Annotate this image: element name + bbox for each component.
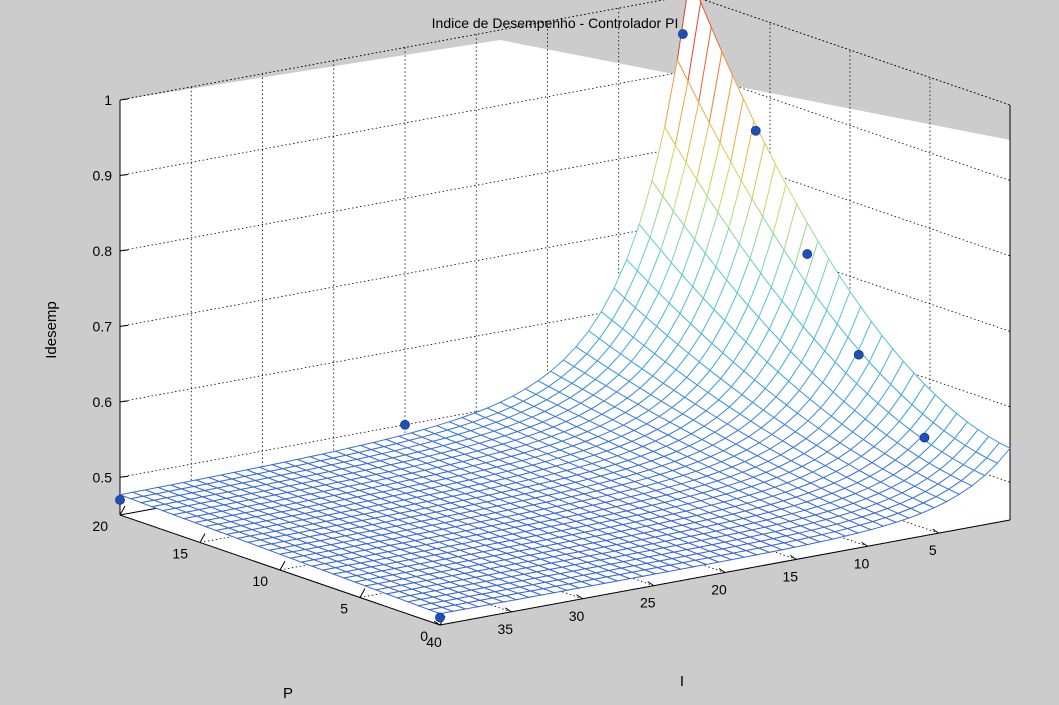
- z-grid-line: [119, 220, 1011, 332]
- top-edge: [703, 0, 1011, 106]
- z-tick-mark: [119, 475, 129, 478]
- z-axis-label: Idesemp: [43, 301, 60, 359]
- data-point-marker: [919, 432, 930, 443]
- i-tick-mark: [647, 581, 655, 587]
- y-tick-label: 30: [569, 608, 585, 624]
- i-tick-mark: [504, 607, 512, 613]
- y-tick-label: 15: [782, 568, 798, 584]
- z-tick-mark: [119, 98, 129, 101]
- data-point-marker: [677, 29, 688, 39]
- data-point-marker: [802, 249, 813, 259]
- z-tick-label: 1: [104, 92, 112, 108]
- z-tick-mark: [119, 249, 129, 252]
- x-tick-label: 20: [92, 518, 108, 534]
- z-grid-line: [119, 145, 1011, 257]
- x-tick-label: 15: [172, 546, 188, 562]
- i-tick-mark: [576, 594, 583, 600]
- top-edge: [119, 0, 666, 101]
- z-tick-label: 0.6: [93, 394, 113, 410]
- i-tick-mark: [861, 541, 868, 547]
- y-tick-label: 40: [426, 634, 442, 650]
- x-axis-label: P: [283, 685, 293, 702]
- y-tick-label: 5: [929, 542, 937, 558]
- i-tick-mark: [932, 528, 940, 534]
- z-tick-label: 0.9: [93, 167, 113, 183]
- i-tick-mark: [718, 568, 726, 573]
- z-tick-mark: [119, 400, 129, 403]
- x-tick-label: 0: [420, 628, 428, 644]
- data-point-marker: [853, 349, 864, 360]
- z-tick-label: 0.7: [93, 318, 113, 334]
- y-tick-label: 25: [640, 595, 656, 611]
- data-point-marker: [435, 612, 445, 623]
- p-tick-mark: [119, 505, 126, 516]
- data-point-marker: [115, 495, 125, 505]
- chart-title: Indice de Desempenho - Controlador PI: [432, 15, 679, 31]
- y-axis-label: I: [680, 673, 684, 690]
- surface-mesh: [118, 0, 1011, 615]
- p-tick-mark: [279, 560, 286, 571]
- p-tick-mark: [359, 588, 366, 598]
- y-tick-label: 10: [854, 555, 870, 571]
- x-tick-label: 10: [252, 573, 268, 589]
- x-tick-label: 5: [340, 601, 348, 617]
- i-tick-mark: [433, 620, 441, 626]
- z-tick-label: 0.8: [93, 243, 113, 259]
- y-tick-label: 20: [711, 582, 727, 598]
- z-tick-mark: [119, 173, 129, 176]
- y-tick-label: 35: [497, 621, 513, 637]
- z-tick-mark: [119, 324, 129, 327]
- z-grid-line: [119, 70, 1011, 181]
- z-tick-label: 0.5: [93, 469, 113, 485]
- data-point-marker: [750, 125, 761, 136]
- i-tick-mark: [789, 554, 797, 560]
- data-markers: [115, 29, 930, 623]
- data-point-marker: [400, 419, 410, 430]
- p-tick-mark: [199, 533, 206, 543]
